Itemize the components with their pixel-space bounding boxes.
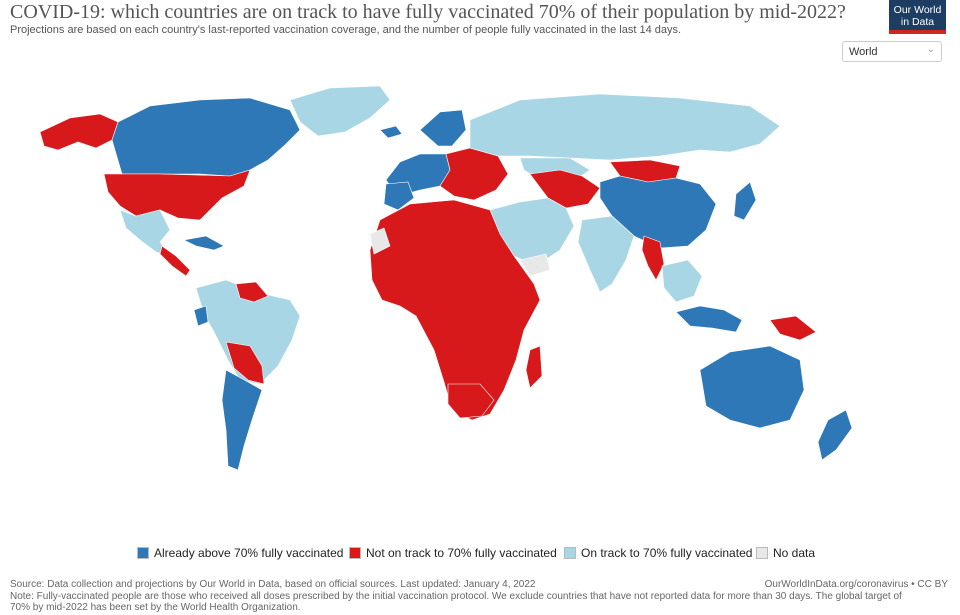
legend-item-not-on-track[interactable]: Not on track to 70% fully vaccinated [349, 546, 557, 560]
legend-swatch-above [137, 547, 149, 559]
legend-swatch-no-data [756, 547, 768, 559]
region-australia[interactable] [699, 345, 805, 429]
logo-line-1: Our World [893, 4, 942, 16]
region-ecuador[interactable] [193, 305, 209, 327]
region-indonesia-islands[interactable] [675, 305, 743, 333]
chevron-down-icon: ⌄ [926, 44, 935, 55]
chart-subtitle: Projections are based on each country's … [10, 24, 682, 36]
logo-bar [889, 30, 946, 34]
region-africa[interactable] [369, 199, 541, 421]
legend-item-above[interactable]: Already above 70% fully vaccinated [137, 546, 343, 560]
legend-label-on-track: On track to 70% fully vaccinated [581, 546, 753, 560]
region-select[interactable]: World ⌄ [842, 41, 942, 62]
legend-item-on-track[interactable]: On track to 70% fully vaccinated [564, 546, 752, 560]
legend-swatch-on-track [564, 547, 576, 559]
region-western-sahara[interactable] [369, 227, 391, 255]
region-new-zealand[interactable] [817, 409, 853, 461]
legend-label-no-data: No data [773, 546, 816, 560]
region-scandinavia[interactable] [419, 109, 467, 147]
source-text: Source: Data collection and projections … [10, 579, 536, 590]
region-india[interactable] [577, 215, 635, 293]
region-yemen-area[interactable] [519, 253, 551, 277]
region-madagascar[interactable] [525, 345, 543, 389]
region-select-value: World [849, 46, 878, 58]
region-iceland[interactable] [379, 125, 403, 139]
chart-title: COVID-19: which countries are on track t… [10, 1, 846, 23]
region-russia[interactable] [469, 93, 781, 161]
region-central-america[interactable] [159, 245, 191, 277]
region-bolivia-paraguay[interactable] [225, 341, 265, 385]
region-japan[interactable] [733, 181, 757, 221]
region-south-africa[interactable] [447, 383, 495, 419]
region-papua-new-guinea[interactable] [769, 315, 817, 341]
region-alaska[interactable] [39, 113, 119, 151]
world-map [39, 85, 853, 471]
owid-logo[interactable]: Our World in Data [889, 0, 946, 34]
legend-label-above: Already above 70% fully vaccinated [154, 546, 344, 560]
region-southeast-asia[interactable] [661, 259, 703, 303]
region-usa[interactable] [103, 169, 251, 221]
note-text: Note: Fully-vaccinated people are those … [10, 591, 902, 613]
legend-swatch-not-on-track [349, 547, 361, 559]
logo-line-2: in Data [900, 16, 935, 28]
region-venezuela[interactable] [235, 281, 269, 303]
region-north-america-north[interactable] [111, 97, 301, 177]
credit-link[interactable]: OurWorldInData.org/coronavirus • CC BY [764, 579, 948, 590]
region-argentina-chile[interactable] [221, 369, 263, 471]
region-north-africa-morocco[interactable] [383, 181, 415, 211]
legend-item-no-data[interactable]: No data [756, 546, 815, 560]
region-caribbean-cuba[interactable] [183, 235, 225, 251]
region-greenland[interactable] [289, 85, 391, 137]
region-myanmar[interactable] [641, 235, 665, 281]
legend-label-not-on-track: Not on track to 70% fully vaccinated [366, 546, 557, 560]
